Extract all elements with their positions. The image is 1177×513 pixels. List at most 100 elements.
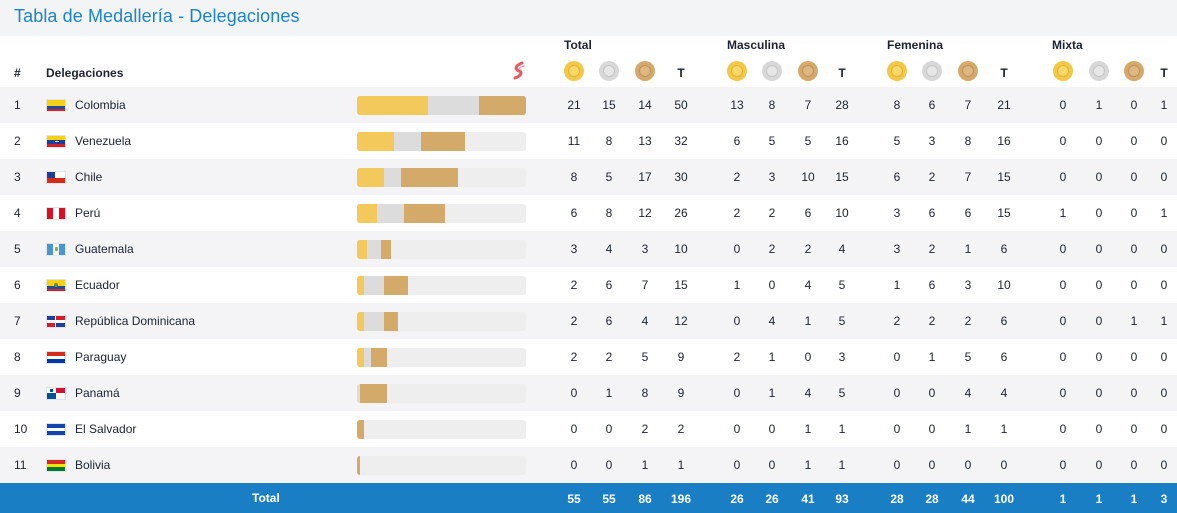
masculina-bronze-value: 1	[804, 422, 812, 436]
silver-medal-icon-face	[926, 65, 938, 77]
totals-femenina-bronze: 44	[961, 492, 975, 506]
total-gold-value: 0	[570, 386, 578, 400]
medal-bar	[357, 168, 526, 187]
mixta-silver-value: 0	[1095, 242, 1103, 256]
total-gold-value: 3	[570, 242, 578, 256]
mixta-bronze-value: 0	[1130, 206, 1138, 220]
masculina-bronze-value: 6	[804, 206, 812, 220]
delegation-name[interactable]: Ecuador	[75, 278, 120, 292]
mixta-bronze-value: 0	[1130, 350, 1138, 364]
masculina-silver-value: 1	[768, 386, 776, 400]
delegation-name[interactable]: República Dominicana	[75, 314, 196, 328]
page-title: Tabla de Medallería - Delegaciones	[14, 6, 300, 26]
total-bronze-value: 4	[641, 314, 649, 328]
medal-bar	[357, 384, 526, 403]
delegations-header[interactable]: Delegaciones	[46, 66, 124, 80]
flag-elsalvador-icon	[46, 423, 66, 436]
femenina-silver-value: 0	[928, 458, 936, 472]
gold-medal-icon-face	[1057, 65, 1069, 77]
mixta-silver-value: 0	[1095, 278, 1103, 292]
masculina-gold-value: 0	[733, 386, 741, 400]
total-total-value: 9	[677, 386, 685, 400]
femenina-bronze-value: 6	[964, 206, 972, 220]
bronze-medal-icon-face	[962, 65, 974, 77]
mixta-gold-value: 0	[1059, 242, 1067, 256]
femenina-silver-value: 2	[928, 314, 936, 328]
totals-label: Total	[252, 491, 280, 505]
femenina-total-value: 10	[997, 278, 1011, 292]
medal-bar-bronze	[421, 132, 466, 151]
table-row[interactable]: 9 Panamá 0 1 8 9 0 1 4 5 0 0 4 4 0 0 0 0	[0, 375, 1177, 411]
table-row[interactable]: 5 Guatemala 3 4 3 10 0 2 2 4 3 2 1 6 0 0 0 0	[0, 231, 1177, 267]
femenina-bronze-value: 1	[964, 242, 972, 256]
table-row[interactable]: 10 El Salvador 0 0 2 2 0 0 1 1 0 0 1 1 0 0 0 0	[0, 411, 1177, 447]
mixta-total-value: 0	[1160, 134, 1168, 148]
femenina-total-value: 4	[1000, 386, 1008, 400]
femenina-gold-value: 0	[893, 422, 901, 436]
table-row[interactable]: 6 Ecuador 2 6 7 15 1 0 4 5 1 6 3 10 0 0 0 0	[0, 267, 1177, 303]
bronze-medal-icon	[635, 61, 655, 81]
mixta-total-value: 0	[1160, 350, 1168, 364]
masculina-bronze-value: 1	[804, 458, 812, 472]
delegation-name[interactable]: Bolivia	[75, 458, 111, 472]
mixta-bronze-value: 0	[1130, 386, 1138, 400]
mixta-bronze-value: 0	[1130, 278, 1138, 292]
total-gold-value: 2	[570, 350, 578, 364]
medal-bar	[357, 96, 526, 115]
masculina-silver-value: 8	[768, 98, 776, 112]
medal-bar	[357, 420, 526, 439]
medal-bar	[357, 240, 526, 259]
total-medals-header: T	[1000, 66, 1008, 80]
flag-venezuela-icon	[46, 135, 66, 148]
medal-bar	[357, 204, 526, 223]
delegation-name[interactable]: Paraguay	[75, 350, 127, 364]
medal-bar-gold	[357, 96, 428, 115]
total-silver-value: 4	[605, 242, 613, 256]
medal-bar-bronze	[384, 276, 408, 295]
mixta-silver-value: 0	[1095, 314, 1103, 328]
mixta-total-value: 1	[1160, 98, 1168, 112]
delegation-name[interactable]: El Salvador	[75, 422, 137, 436]
delegation-name[interactable]: Colombia	[75, 98, 126, 112]
table-row[interactable]: 7 República Dominicana 2 6 4 12 0 4 1 5 2 2 2 6 0 0 1 1	[0, 303, 1177, 339]
masculina-bronze-value: 0	[804, 350, 812, 364]
table-row[interactable]: 1 Colombia 21 15 14 50 13 8 7 28 8 6 7 21 0 1 0 1	[0, 87, 1177, 123]
mixta-total-value: 0	[1160, 386, 1168, 400]
medal-bar-gold	[357, 312, 364, 331]
femenina-bronze-value: 2	[964, 314, 972, 328]
delegation-name[interactable]: Venezuela	[75, 134, 132, 148]
femenina-silver-value: 0	[928, 422, 936, 436]
delegation-name[interactable]: Guatemala	[75, 242, 134, 256]
masculina-total-value: 28	[835, 98, 849, 112]
total-total-value: 1	[677, 458, 685, 472]
femenina-gold-value: 5	[893, 134, 901, 148]
rank-header: #	[14, 66, 21, 80]
femenina-gold-value: 2	[893, 314, 901, 328]
medal-bar-gold	[357, 204, 378, 223]
totals-row: Total 55 55 86 196 26 26 41 93 28 28 44 100 1 1 1 3	[0, 483, 1177, 513]
delegation-name[interactable]: Panamá	[75, 386, 120, 400]
table-row[interactable]: 8 Paraguay 2 2 5 9 2 1 0 3 0 1 5 6 0 0 0 0	[0, 339, 1177, 375]
total-medals-header: T	[677, 66, 685, 80]
total-silver-value: 8	[605, 206, 613, 220]
table-row[interactable]: 2 Venezuela 11 8 13 32 6 5 5 16 5 3 8 16 0 0 0 0	[0, 123, 1177, 159]
femenina-bronze-value: 7	[964, 170, 972, 184]
delegation-name[interactable]: Perú	[75, 206, 101, 220]
bronze-medal-icon-face	[802, 65, 814, 77]
femenina-silver-value: 0	[928, 386, 936, 400]
delegation-name[interactable]: Chile	[75, 170, 103, 184]
mixta-silver-value: 0	[1095, 134, 1103, 148]
masculina-silver-value: 2	[768, 206, 776, 220]
table-row[interactable]: 4 Perú 6 8 12 26 2 2 6 10 3 6 6 15 1 0 0 1	[0, 195, 1177, 231]
masculina-total-value: 16	[835, 134, 849, 148]
group-label-mixta: Mixta	[1052, 38, 1083, 52]
masculina-bronze-value: 5	[804, 134, 812, 148]
rank-cell: 10	[14, 422, 28, 436]
mixta-gold-value: 1	[1059, 206, 1067, 220]
table-row[interactable]: 11 Bolivia 0 0 1 1 0 0 1 1 0 0 0 0 0 0 0 0	[0, 447, 1177, 483]
medal-bar-silver	[363, 348, 371, 367]
table-row[interactable]: 3 Chile 8 5 17 30 2 3 10 15 6 2 7 15 0 0 0 0	[0, 159, 1177, 195]
total-bronze-value: 17	[638, 170, 652, 184]
totals-total-bronze: 86	[638, 492, 652, 506]
femenina-silver-value: 6	[928, 98, 936, 112]
